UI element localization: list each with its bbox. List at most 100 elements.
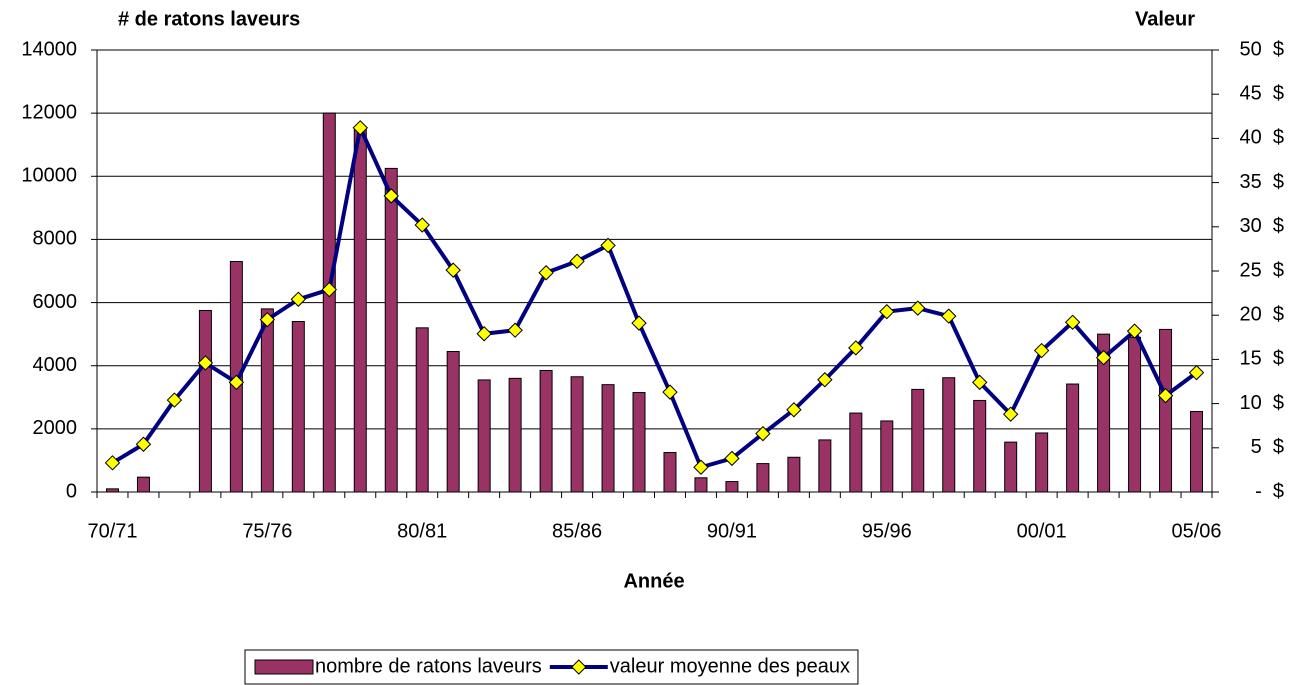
marker xyxy=(228,374,245,391)
bar xyxy=(942,377,956,493)
y-tick-label: 10000 xyxy=(21,165,77,187)
x-tick-label: 95/96 xyxy=(862,520,912,542)
bar xyxy=(756,463,770,493)
marker xyxy=(662,384,678,400)
bar xyxy=(415,327,429,493)
bar xyxy=(291,321,305,493)
marker xyxy=(941,308,957,324)
y2-tick-label: 35 $ xyxy=(1240,171,1284,193)
bar xyxy=(105,488,119,493)
x-tick-label: 70/71 xyxy=(87,520,137,542)
bar xyxy=(446,351,460,493)
y2-tick-label: 15 $ xyxy=(1240,348,1284,370)
bar xyxy=(849,412,863,493)
bar xyxy=(1035,432,1049,493)
bar xyxy=(1159,328,1173,493)
bar xyxy=(973,399,987,493)
y-tick-label: 0 xyxy=(66,480,77,502)
bar xyxy=(1190,410,1204,493)
legend-label: nombre de ratons laveurs xyxy=(315,655,542,677)
y2-tick-label: - $ xyxy=(1255,480,1284,502)
marker xyxy=(817,372,833,388)
bar xyxy=(1004,441,1018,493)
marker xyxy=(538,265,554,281)
bar xyxy=(725,481,739,493)
marker xyxy=(910,300,926,316)
marker xyxy=(166,392,183,408)
x-tick-label: 05/06 xyxy=(1171,520,1221,542)
line xyxy=(111,125,1198,470)
marker xyxy=(290,291,307,307)
marker xyxy=(848,340,864,356)
bar xyxy=(322,112,336,493)
marker xyxy=(1095,349,1112,366)
y2-axis-title: Valeur xyxy=(1135,8,1195,30)
y2-tick-label: 10 $ xyxy=(1240,392,1284,414)
bar xyxy=(1066,383,1080,493)
y-tick-label: 14000 xyxy=(21,38,77,60)
bar xyxy=(694,477,708,493)
legend-swatch xyxy=(254,659,314,675)
bar xyxy=(911,388,925,493)
x-tick-label: 80/81 xyxy=(397,520,447,542)
marker xyxy=(135,436,152,452)
bar xyxy=(136,476,150,493)
marker xyxy=(724,450,740,467)
bar xyxy=(1097,333,1111,493)
marker xyxy=(1188,364,1205,381)
marker xyxy=(600,237,616,254)
marker xyxy=(631,315,647,331)
marker xyxy=(321,281,337,298)
marker xyxy=(693,459,709,475)
marker xyxy=(445,262,461,278)
marker xyxy=(352,120,368,136)
bar xyxy=(1128,336,1142,493)
y2-tick-label: 25 $ xyxy=(1240,259,1284,281)
marker xyxy=(259,311,276,328)
marker xyxy=(1002,406,1019,422)
y-tick-label: 2000 xyxy=(33,417,78,439)
y-axis-title: # de ratons laveurs xyxy=(118,8,300,30)
bar xyxy=(353,128,367,493)
marker xyxy=(972,374,988,391)
y-tick-label: 12000 xyxy=(21,101,77,123)
y2-tick-label: 5 $ xyxy=(1251,436,1284,458)
y2-tick-label: 20 $ xyxy=(1240,303,1284,325)
y-tick-label: 8000 xyxy=(33,228,78,250)
marker xyxy=(879,303,895,320)
marker xyxy=(1157,387,1174,404)
y2-tick-label: 50 $ xyxy=(1240,38,1284,60)
marker xyxy=(1064,314,1081,330)
bar xyxy=(632,392,646,493)
marker xyxy=(1126,323,1143,339)
x-tick-label: 75/76 xyxy=(242,520,292,542)
y-tick-label: 4000 xyxy=(33,354,78,376)
x-axis-title: Année xyxy=(623,570,684,592)
y2-tick-label: 30 $ xyxy=(1240,215,1284,237)
bar xyxy=(477,379,491,493)
marker xyxy=(571,659,587,675)
marker xyxy=(104,455,121,471)
bar xyxy=(880,420,894,493)
y2-tick-label: 45 $ xyxy=(1240,82,1284,104)
marker xyxy=(414,217,430,233)
bar xyxy=(260,308,274,493)
bar xyxy=(384,167,398,493)
bar xyxy=(198,309,212,493)
marker xyxy=(1033,342,1050,359)
marker xyxy=(383,188,399,204)
x-tick-label: 90/91 xyxy=(707,520,757,542)
marker xyxy=(786,402,802,418)
bar xyxy=(663,452,677,493)
bar xyxy=(570,376,584,493)
marker xyxy=(507,322,523,338)
bar xyxy=(787,456,801,493)
x-tick-label: 00/01 xyxy=(1017,520,1067,542)
marker xyxy=(197,355,214,371)
legend-label: valeur moyenne des peaux xyxy=(610,655,850,677)
marker xyxy=(476,326,492,342)
bar xyxy=(539,369,553,493)
x-tick-label: 85/86 xyxy=(552,520,602,542)
bar xyxy=(508,377,522,493)
